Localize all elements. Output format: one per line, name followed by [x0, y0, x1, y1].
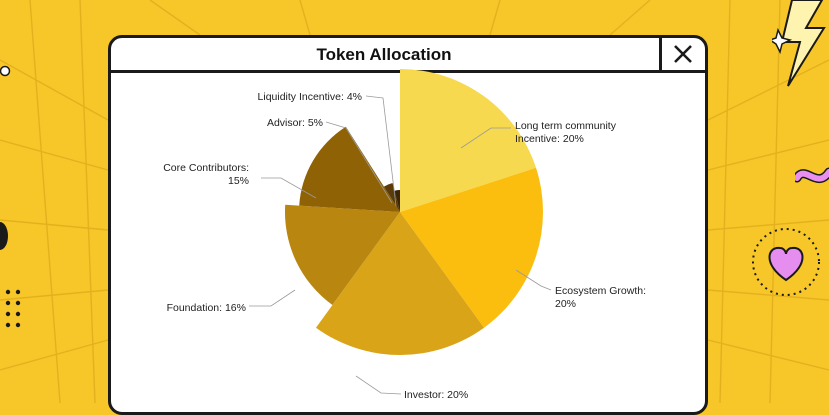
slice-label-line: Incentive: 20% [515, 133, 584, 145]
dots-decoration [5, 289, 21, 328]
leader-line [325, 121, 393, 204]
pie-slice [400, 69, 537, 212]
slice-label: Investor: 20% [404, 389, 468, 401]
slice-label-line: 15% [228, 175, 249, 187]
pie-slice [285, 204, 400, 306]
close-button[interactable] [659, 38, 705, 70]
slice-label-line: 20% [555, 298, 576, 310]
heart-icon [752, 228, 820, 296]
leader-line [460, 127, 511, 149]
token-allocation-window: Token Allocation Long term community Ince… [108, 35, 708, 415]
slice-label: Long term community Incentive: 20% [515, 120, 617, 145]
slice-label-line: Foundation: 16% [167, 302, 246, 314]
pie-slice [315, 212, 485, 355]
window-title: Token Allocation [316, 45, 452, 64]
pie-chart: Long term community Incentive: 20% Ecosyst… [163, 69, 646, 401]
close-icon [674, 45, 692, 63]
pie-slice [299, 126, 400, 212]
ring-decoration [0, 65, 11, 77]
slice-label-line: Ecosystem Growth: [555, 285, 646, 297]
pie-slice [394, 190, 400, 212]
slice-label: Ecosystem Growth: 20% [555, 285, 646, 310]
half-circle-decoration [0, 222, 8, 250]
slice-label-line: Investor: 20% [404, 389, 468, 401]
pie-slice [400, 167, 543, 328]
slice-label-line: Core Contributors: [163, 162, 249, 174]
slice-label: Advisor: 5% [267, 117, 323, 129]
leader-line [249, 289, 296, 307]
slice-label: Liquidity Incentive: 4% [258, 91, 362, 103]
leader-line [515, 269, 552, 291]
slice-label: Foundation: 16% [167, 302, 246, 314]
slice-label: Core Contributors: 15% [163, 162, 249, 187]
slice-label-line: Liquidity Incentive: 4% [258, 91, 362, 103]
leader-line [355, 375, 402, 395]
lightning-icon [772, 0, 826, 87]
slice-label-line: Advisor: 5% [267, 117, 323, 129]
background-grid [0, 0, 829, 403]
leader-line [365, 95, 397, 207]
slice-label-line: Long term community [515, 120, 617, 132]
squiggle-decoration [795, 167, 829, 183]
leader-line [261, 177, 317, 199]
